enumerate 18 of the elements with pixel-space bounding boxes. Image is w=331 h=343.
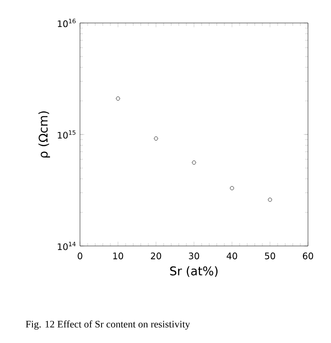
- y-axis-title: ρ (Ωcm): [38, 111, 50, 158]
- x-tick-label: 20: [150, 252, 162, 260]
- y-tick-label: 10$^{16}$: [58, 18, 76, 28]
- x-tick-label: 60: [302, 252, 314, 260]
- x-tick-label: 40: [226, 252, 238, 260]
- point: [154, 136, 158, 141]
- point: [192, 160, 196, 165]
- point: [116, 96, 120, 101]
- point: [268, 198, 272, 202]
- point: [230, 186, 234, 190]
- y-tick-label: 10$^{15}$: [58, 130, 76, 139]
- x-tick-label: 30: [188, 252, 200, 260]
- x-tick-label: 10: [113, 252, 124, 260]
- caption: Fig. 12 Effect of Sr content on resistivity: [26, 320, 190, 330]
- x-tick-label: 0: [78, 252, 82, 260]
- x-tick-label: 50: [264, 252, 276, 260]
- x-axis-title: Sr (at%): [170, 266, 218, 277]
- y-tick-label: 10$^{14}$: [58, 242, 76, 250]
